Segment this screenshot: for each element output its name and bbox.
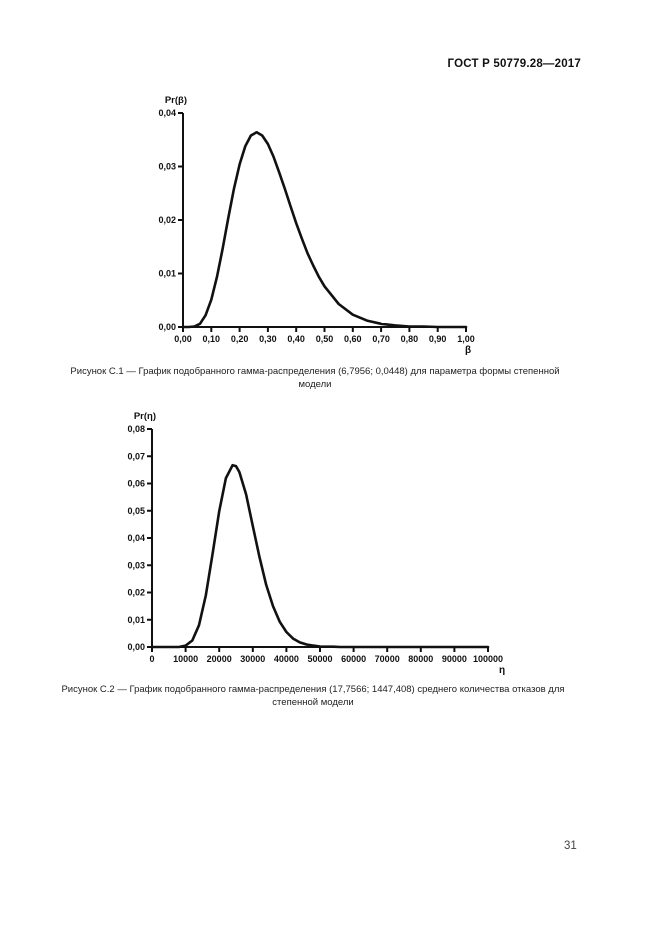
figure-c2-caption: Рисунок С.2 — График подобранного гамма-… xyxy=(61,684,565,708)
y-axis-title: Pr(η) xyxy=(134,411,156,422)
x-tick-label: 0,90 xyxy=(429,334,447,344)
x-tick-label: 0,10 xyxy=(203,334,221,344)
y-tick-label: 0,01 xyxy=(127,615,145,625)
x-tick-label: 0,30 xyxy=(259,334,277,344)
figure-c2-chart: 0 10000 20000 30000 40000 50000 60000 70000 8000… xyxy=(127,411,505,676)
y-tick-label: 0,00 xyxy=(158,322,176,332)
y-tick-label: 0,00 xyxy=(127,642,145,652)
y-tick-label: 0,02 xyxy=(127,588,145,598)
x-axis-title: η xyxy=(499,665,505,676)
y-tick-label: 0,01 xyxy=(158,269,176,279)
x-tick-label: 0,50 xyxy=(316,334,334,344)
document-header-title: ГОСТ Р 50779.28—2017 xyxy=(447,58,581,70)
gamma-distribution-curve xyxy=(181,130,468,329)
figure-c1-chart: 0,00 0,10 0,20 0,30 0,40 0,50 0,60 0,70 0,80 0,90… xyxy=(158,95,475,356)
y-tick-label: 0,05 xyxy=(127,506,145,516)
y-tick-label: 0,03 xyxy=(127,560,145,570)
x-tick-label: 100000 xyxy=(473,654,503,664)
x-tick-label: 0,70 xyxy=(372,334,390,344)
x-tick-label: 0,20 xyxy=(231,334,249,344)
x-tick-label: 40000 xyxy=(274,654,299,664)
y-tick-label: 0,02 xyxy=(158,215,176,225)
x-tick-label: 0,00 xyxy=(174,334,192,344)
x-tick-label: 50000 xyxy=(307,654,332,664)
figure-c1-caption: Рисунок С.1 — График подобранного гамма-… xyxy=(70,366,560,390)
x-tick-label: 80000 xyxy=(408,654,433,664)
x-tick-label: 10000 xyxy=(173,654,198,664)
x-tick-label: 0,40 xyxy=(287,334,305,344)
x-axis-title: β xyxy=(465,345,471,356)
x-tick-label: 1,00 xyxy=(457,334,475,344)
y-tick-label: 0,07 xyxy=(127,451,145,461)
y-tick-label: 0,04 xyxy=(127,533,145,543)
x-tick-label: 0 xyxy=(149,654,154,664)
y-tick-label: 0,06 xyxy=(127,479,145,489)
x-tick-label: 0,60 xyxy=(344,334,362,344)
y-axis-title: Pr(β) xyxy=(165,95,187,106)
x-tick-label: 20000 xyxy=(207,654,232,664)
x-tick-label: 60000 xyxy=(341,654,366,664)
x-tick-label: 0,80 xyxy=(401,334,419,344)
y-tick-label: 0,08 xyxy=(127,424,145,434)
x-tick-label: 70000 xyxy=(375,654,400,664)
y-tick-label: 0,04 xyxy=(158,108,176,118)
y-tick-label: 0,03 xyxy=(158,162,176,172)
x-tick-label: 90000 xyxy=(442,654,467,664)
gamma-distribution-curve xyxy=(150,463,490,649)
x-tick-label: 30000 xyxy=(240,654,265,664)
page-number: 31 xyxy=(564,840,577,852)
